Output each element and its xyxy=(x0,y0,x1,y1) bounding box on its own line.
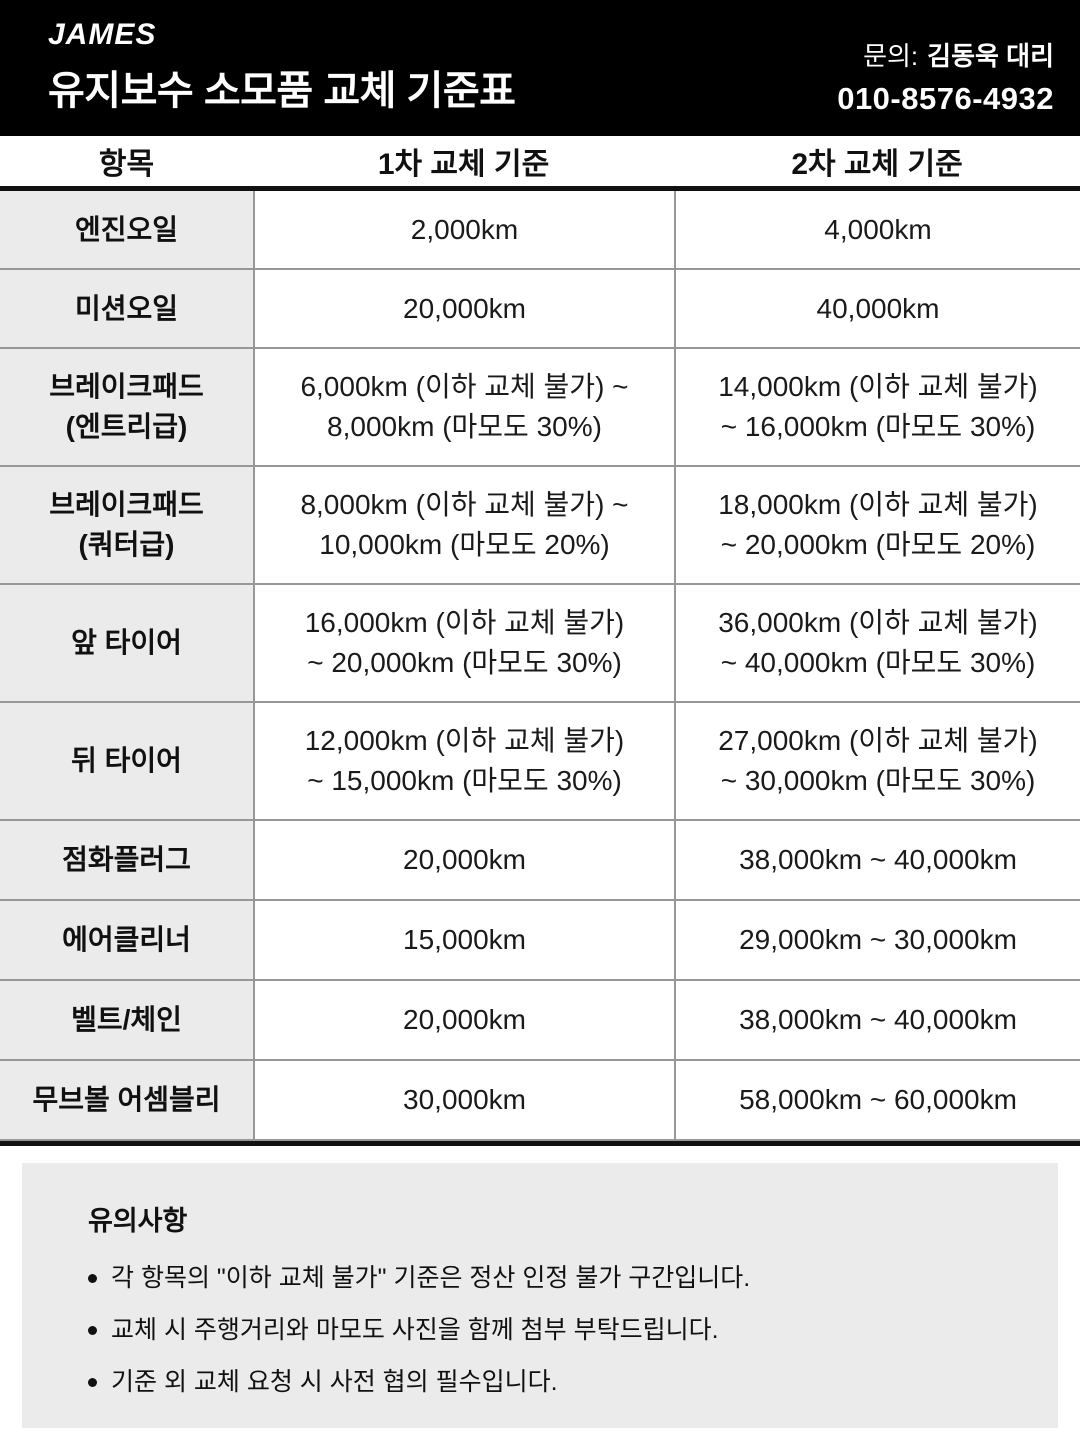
header-banner: JAMES 유지보수 소모품 교체 기준표 문의: 김동욱 대리 010-8576… xyxy=(0,0,1080,136)
column-header-first-criteria: 1차 교체 기준 xyxy=(377,148,550,181)
note-item: 기준 외 교체 요청 시 사전 협의 필수입니다. xyxy=(88,1366,1018,1398)
item-cell: 뒤 타이어 xyxy=(0,703,253,819)
contact-block: 문의: 김동욱 대리 010-8576-4932 xyxy=(837,36,1054,117)
note-item: 교체 시 주행거리와 마모도 사진을 함께 첨부 부탁드립니다. xyxy=(88,1314,1018,1346)
item-cell: 점화플러그 xyxy=(0,821,253,899)
item-cell: 미션오일 xyxy=(0,270,253,347)
second-criteria-cell: 14,000km (이하 교체 불가) ~ 16,000km (마모도 30%) xyxy=(674,349,1080,465)
item-cell: 브레이크패드 (엔트리급) xyxy=(0,349,253,465)
bullet-icon xyxy=(88,1274,97,1283)
second-criteria-cell: 4,000km xyxy=(674,191,1080,268)
table-row-move-ball-assembly: 무브볼 어셈블리 30,000km 58,000km ~ 60,000km xyxy=(0,1061,1080,1141)
table-header-row: 항목 1차 교체 기준 2차 교체 기준 xyxy=(0,136,1080,191)
table-row-engine-oil: 엔진오일 2,000km 4,000km xyxy=(0,191,1080,270)
table-row-brake-pad-quarter: 브레이크패드 (쿼터급) 8,000km (이하 교체 불가) ~10,000km… xyxy=(0,467,1080,585)
item-cell: 브레이크패드 (쿼터급) xyxy=(0,467,253,583)
item-cell: 무브볼 어셈블리 xyxy=(0,1061,253,1139)
item-cell: 앞 타이어 xyxy=(0,585,253,701)
second-criteria-cell: 36,000km (이하 교체 불가) ~ 40,000km (마모도 30%) xyxy=(674,585,1080,701)
table-row-mission-oil: 미션오일 20,000km 40,000km xyxy=(0,270,1080,349)
note-item: 각 항목의 "이하 교체 불가" 기준은 정산 인정 불가 구간입니다. xyxy=(88,1262,1018,1294)
first-criteria-cell: 16,000km (이하 교체 불가) ~ 20,000km (마모도 30%) xyxy=(253,585,674,701)
notes-title: 유의사항 xyxy=(88,1206,188,1236)
second-criteria-cell: 27,000km (이하 교체 불가) ~ 30,000km (마모도 30%) xyxy=(674,703,1080,819)
first-criteria-cell: 15,000km xyxy=(253,901,674,979)
second-criteria-cell: 18,000km (이하 교체 불가) ~ 20,000km (마모도 20%) xyxy=(674,467,1080,583)
column-header-item: 항목 xyxy=(98,148,155,181)
first-criteria-cell: 20,000km xyxy=(253,821,674,899)
second-criteria-cell: 29,000km ~ 30,000km xyxy=(674,901,1080,979)
column-header-second-criteria: 2차 교체 기준 xyxy=(791,148,963,181)
table-row-front-tire: 앞 타이어 16,000km (이하 교체 불가) ~ 20,000km (마모도… xyxy=(0,585,1080,703)
second-criteria-cell: 38,000km ~ 40,000km xyxy=(674,981,1080,1059)
replacement-table: 항목 1차 교체 기준 2차 교체 기준 엔진오일 2,000km 4,000k… xyxy=(0,136,1080,1146)
table-row-air-cleaner: 에어클리너 15,000km 29,000km ~ 30,000km xyxy=(0,901,1080,981)
first-criteria-cell: 20,000km xyxy=(253,981,674,1059)
bullet-icon xyxy=(88,1326,97,1335)
item-cell: 에어클리너 xyxy=(0,901,253,979)
table-row-rear-tire: 뒤 타이어 12,000km (이하 교체 불가) ~ 15,000km (마모도… xyxy=(0,703,1080,821)
first-criteria-cell: 20,000km xyxy=(253,270,674,347)
contact-phone: 010-8576-4932 xyxy=(837,81,1054,116)
table-row-belt-chain: 벨트/체인 20,000km 38,000km ~ 40,000km xyxy=(0,981,1080,1061)
contact-label: 문의: xyxy=(863,41,919,71)
page-title: 유지보수 소모품 교체 기준표 xyxy=(48,69,516,113)
first-criteria-cell: 2,000km xyxy=(253,191,674,268)
note-text: 교체 시 주행거리와 마모도 사진을 함께 첨부 부탁드립니다. xyxy=(111,1316,719,1344)
table-row-spark-plug: 점화플러그 20,000km 38,000km ~ 40,000km xyxy=(0,821,1080,901)
james-logo: JAMES xyxy=(48,18,157,51)
first-criteria-cell: 12,000km (이하 교체 불가) ~ 15,000km (마모도 30%) xyxy=(253,703,674,819)
first-criteria-cell: 6,000km (이하 교체 불가) ~8,000km (마모도 30%) xyxy=(253,349,674,465)
item-cell: 엔진오일 xyxy=(0,191,253,268)
note-text: 각 항목의 "이하 교체 불가" 기준은 정산 인정 불가 구간입니다. xyxy=(111,1264,751,1292)
second-criteria-cell: 58,000km ~ 60,000km xyxy=(674,1061,1080,1139)
first-criteria-cell: 8,000km (이하 교체 불가) ~10,000km (마모도 20%) xyxy=(253,467,674,583)
bullet-icon xyxy=(88,1378,97,1387)
item-cell: 벨트/체인 xyxy=(0,981,253,1059)
contact-name: 김동욱 대리 xyxy=(927,41,1054,71)
second-criteria-cell: 38,000km ~ 40,000km xyxy=(674,821,1080,899)
note-text: 기준 외 교체 요청 시 사전 협의 필수입니다. xyxy=(111,1368,558,1396)
notes-section: 유의사항 각 항목의 "이하 교체 불가" 기준은 정산 인정 불가 구간입니다… xyxy=(22,1163,1058,1428)
first-criteria-cell: 30,000km xyxy=(253,1061,674,1139)
brand-block: JAMES 유지보수 소모품 교체 기준표 xyxy=(48,18,516,116)
second-criteria-cell: 40,000km xyxy=(674,270,1080,347)
table-row-brake-pad-entry: 브레이크패드 (엔트리급) 6,000km (이하 교체 불가) ~8,000km… xyxy=(0,349,1080,467)
table-bottom-border xyxy=(0,1141,1080,1146)
contact-line: 문의: 김동욱 대리 xyxy=(837,36,1054,73)
